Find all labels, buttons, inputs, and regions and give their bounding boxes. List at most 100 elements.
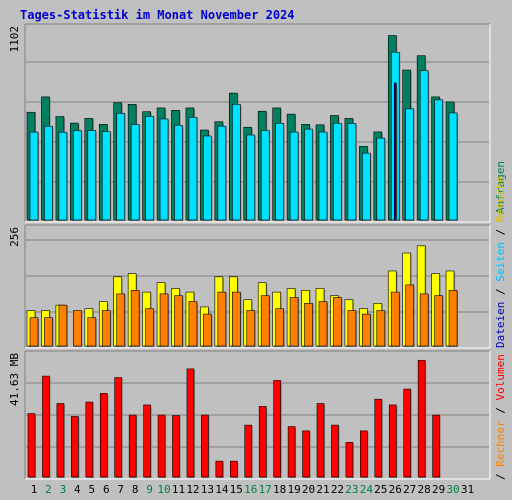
x-tick-label-day-23: 23 [345, 483, 358, 496]
bar-volumen-day-12 [186, 368, 195, 478]
bar-rechner-day-11 [174, 295, 183, 347]
bar-rechner-day-7 [116, 293, 125, 347]
y-axis-max-label: 1102 [8, 26, 21, 53]
bar-seiten-day-25 [376, 137, 386, 221]
bar-rechner-day-10 [159, 293, 169, 347]
bar-rechner-day-28 [419, 293, 429, 347]
legend-item: Besuche [494, 176, 507, 222]
x-tick-label-day-24: 24 [360, 483, 374, 496]
bar-volumen-day-5 [85, 401, 94, 478]
bar-volumen-day-6 [99, 393, 108, 478]
x-tick-label-day-29: 29 [432, 483, 445, 496]
bar-seiten-day-30 [448, 112, 458, 221]
bar-rechner-day-17 [260, 295, 270, 347]
legend-item: / [494, 222, 507, 242]
legend-item: Seiten [494, 242, 507, 282]
x-tick-label-day-26: 26 [389, 483, 402, 496]
x-tick-label-day-5: 5 [88, 483, 95, 496]
x-tick-label-day-9: 9 [146, 483, 153, 496]
bar-seiten-day-18 [275, 122, 284, 221]
bar-seiten-day-21 [318, 131, 328, 221]
x-axis-day-labels: 1 2 3 4 5 6 7 8 9 10 11 12 13 14 15 16 17 18 19 20 21 22 23 24 2… [31, 483, 474, 496]
bar-rechner-day-30 [448, 289, 458, 347]
bar-volumen-day-18 [273, 380, 281, 478]
bar-volumen-day-23 [345, 442, 354, 478]
x-tick-label-day-1: 1 [31, 483, 38, 496]
bar-volumen-day-14 [215, 460, 224, 478]
bar-volumen-day-26 [388, 404, 397, 478]
bar-volumen-day-2 [42, 375, 50, 478]
bar-rechner-day-20 [304, 303, 313, 347]
bar-seiten-day-2 [44, 125, 53, 221]
bar-seiten-day-29 [434, 99, 443, 221]
x-tick-label-day-4: 4 [74, 483, 81, 496]
bar-rechner-day-22 [333, 297, 342, 347]
x-tick-label-day-20: 20 [302, 483, 315, 496]
x-tick-label-day-19: 19 [287, 483, 300, 496]
x-tick-label-day-6: 6 [103, 483, 110, 496]
bar-volumen-day-19 [287, 426, 296, 478]
bottom-panel: 41.63 MB [8, 350, 491, 480]
bar-rechner-day-14 [217, 291, 227, 347]
bar-volumen-day-1 [27, 413, 36, 478]
x-tick-label-day-17: 17 [259, 483, 272, 496]
bar-rechner-day-18 [275, 308, 284, 347]
bar-volumen-day-24 [360, 430, 368, 478]
x-tick-label-day-21: 21 [316, 483, 329, 496]
bar-volumen-day-22 [331, 424, 339, 478]
x-tick-label-day-8: 8 [132, 483, 139, 496]
bar-seiten-day-3 [58, 131, 68, 221]
x-tick-label-day-3: 3 [60, 483, 67, 496]
bar-rechner-day-23 [347, 310, 357, 347]
bar-volumen-day-29 [432, 414, 440, 478]
x-tick-label-day-13: 13 [201, 483, 214, 496]
bar-rechner-day-3 [58, 304, 68, 347]
bar-seiten-day-15 [232, 104, 241, 221]
x-tick-label-day-14: 14 [215, 483, 229, 496]
bar-seiten-day-14 [217, 125, 227, 221]
x-tick-label-day-10: 10 [157, 483, 170, 496]
bar-volumen-day-4 [71, 416, 79, 478]
top-panel: 1102 [8, 23, 491, 223]
bar-volumen-day-21 [316, 403, 325, 478]
x-tick-label-day-27: 27 [403, 483, 416, 496]
bar-rechner-day-29 [434, 295, 443, 347]
bar-seiten-day-17 [260, 130, 270, 221]
bar-volumen-day-17 [258, 406, 267, 478]
bar-rechner-day-4 [73, 310, 82, 347]
bar-rechner-day-6 [101, 310, 111, 347]
bar-seiten-day-11 [174, 125, 183, 221]
bar-seiten-day-23 [347, 123, 357, 221]
legend-item: Rechner [494, 420, 507, 467]
x-tick-label-day-30: 30 [446, 483, 459, 496]
legend-item: Volumen [494, 354, 507, 400]
x-tick-label-day-25: 25 [374, 483, 387, 496]
legend-item: Dateien [494, 302, 507, 348]
bar-rechner-day-13 [203, 313, 212, 347]
bar-rechner-day-1 [29, 317, 39, 347]
legend-item: Anfragen [494, 161, 507, 214]
bar-rechner-day-15 [232, 291, 241, 347]
bar-seiten-day-5 [87, 130, 97, 221]
legend-bottom: / Rechner / Volumen [494, 354, 507, 480]
bar-volumen-day-20 [302, 430, 310, 478]
y-axis-max-label: 256 [8, 227, 21, 247]
bar-seiten-day-13 [203, 135, 212, 221]
bar-volumen-day-13 [201, 414, 209, 478]
bar-seiten-day-1 [29, 131, 39, 221]
bar-dateien-day-26 [393, 82, 397, 221]
legend-item: / [494, 467, 507, 480]
bar-seiten-day-9 [145, 116, 154, 221]
legend-item: / [494, 401, 507, 421]
bar-seiten-day-27 [405, 108, 415, 221]
bar-seiten-day-16 [246, 134, 256, 221]
bar-volumen-day-28 [417, 359, 426, 478]
x-tick-label-day-7: 7 [117, 483, 124, 496]
bar-volumen-day-16 [244, 424, 253, 478]
bar-seiten-day-28 [419, 70, 429, 221]
x-tick-label-day-22: 22 [331, 483, 344, 496]
x-tick-label-day-11: 11 [172, 483, 185, 496]
legend-top: Anfragen [494, 161, 507, 214]
